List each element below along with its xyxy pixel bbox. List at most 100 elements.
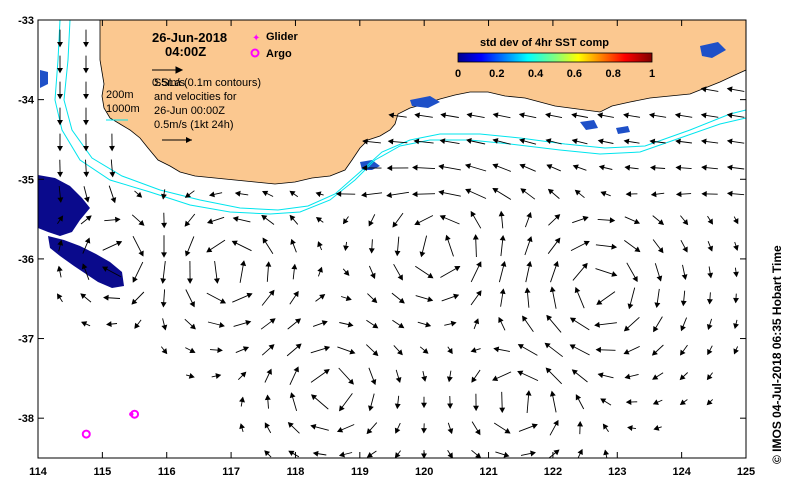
velocity-arrow-head bbox=[398, 297, 405, 304]
velocity-arrow-head bbox=[453, 293, 460, 300]
y-tick-label: -38 bbox=[18, 413, 34, 425]
velocity-arrow-head bbox=[706, 323, 713, 330]
velocity-arrow-head bbox=[57, 197, 64, 203]
contour-note-line1: SSLa (0.1m contours) bbox=[154, 77, 261, 89]
velocity-arrow-head bbox=[323, 369, 330, 375]
velocity-arrow-head bbox=[102, 266, 109, 272]
velocity-arrow-head bbox=[343, 245, 349, 252]
velocity-arrow-head bbox=[136, 191, 143, 198]
velocity-arrow-head bbox=[679, 399, 686, 406]
velocity-arrow-head bbox=[268, 344, 275, 350]
y-tick-label: -37 bbox=[18, 334, 34, 346]
velocity-arrow-head bbox=[648, 112, 655, 119]
velocity-arrow-head bbox=[545, 138, 552, 144]
velocity-arrow-head bbox=[575, 394, 582, 401]
velocity-arrow-head bbox=[632, 275, 638, 283]
velocity-arrow-head bbox=[421, 402, 427, 409]
velocity-arrow-head bbox=[492, 112, 499, 119]
velocity-arrow-head bbox=[208, 191, 215, 198]
y-tick-label: -35 bbox=[18, 174, 34, 186]
velocity-arrow-head bbox=[554, 214, 561, 220]
x-tick-label: 122 bbox=[544, 466, 562, 478]
velocity-arrow-head bbox=[624, 373, 631, 380]
velocity-arrow-head bbox=[264, 394, 271, 401]
velocity-arrow-head bbox=[131, 298, 138, 305]
velocity-arrow-head bbox=[475, 452, 482, 458]
velocity-arrow-head bbox=[701, 190, 707, 197]
velocity-arrow-head bbox=[213, 278, 220, 284]
velocity-arrow-head bbox=[571, 112, 577, 119]
velocity-arrow-head bbox=[471, 376, 477, 383]
velocity-arrow-head bbox=[81, 321, 88, 327]
argo-float-marker[interactable] bbox=[81, 429, 91, 439]
velocity-arrow-head bbox=[492, 138, 499, 144]
velocity-arrow-head bbox=[412, 164, 418, 171]
velocity-arrow-head bbox=[394, 452, 401, 458]
velocity-arrow-head bbox=[370, 379, 377, 386]
glider-marker[interactable] bbox=[129, 412, 134, 417]
velocity-arrow-head bbox=[294, 318, 302, 325]
contour-note-line2: and velocities for bbox=[154, 91, 237, 103]
velocity-arrow-head bbox=[571, 138, 578, 145]
velocity-arrow-head bbox=[700, 112, 707, 119]
velocity-arrow-head bbox=[653, 425, 660, 431]
velocity-arrow-head bbox=[290, 238, 296, 245]
glider-marker-icon: ✦ bbox=[252, 33, 260, 44]
velocity-arrow-head bbox=[161, 252, 167, 258]
velocity-arrow-head bbox=[398, 322, 405, 329]
velocity-arrow-head bbox=[288, 450, 295, 456]
velocity-arrow-head bbox=[682, 219, 689, 226]
colorbar-title: std dev of 4hr SST comp bbox=[480, 37, 609, 49]
velocity-arrow-head bbox=[596, 299, 603, 305]
velocity-arrow-head bbox=[371, 297, 378, 304]
velocity-arrow-head bbox=[600, 191, 607, 197]
velocity-arrow-head bbox=[675, 164, 682, 171]
velocity-arrow-head bbox=[450, 320, 457, 327]
velocity-arrow-head bbox=[83, 171, 90, 178]
velocity-arrow-head bbox=[265, 261, 272, 267]
velocity-arrow-head bbox=[470, 347, 477, 353]
velocity-arrow-head bbox=[317, 241, 323, 248]
velocity-arrow-head bbox=[681, 274, 688, 281]
velocity-arrow-head bbox=[240, 260, 247, 267]
velocity-arrow-head bbox=[656, 275, 663, 282]
velocity-arrow-head bbox=[611, 243, 618, 250]
velocity-arrow-head bbox=[215, 373, 222, 379]
velocity-arrow-head bbox=[57, 119, 63, 126]
velocity-arrow-head bbox=[348, 378, 354, 385]
velocity-arrow-head bbox=[189, 347, 196, 353]
velocity-arrow-head bbox=[57, 145, 63, 152]
velocity-arrow-head bbox=[184, 220, 191, 227]
contour-note-line3: 26-Jun 00:00Z bbox=[154, 105, 225, 117]
velocity-arrow-head bbox=[161, 348, 168, 355]
colorbar-tick-label: 0.2 bbox=[489, 68, 504, 80]
x-axis: 114 115 116 117 118 119 120 121 122 123 124 125 bbox=[29, 20, 755, 478]
velocity-arrow-head bbox=[522, 315, 528, 322]
argo-label: Argo bbox=[266, 48, 292, 60]
velocity-arrow-head bbox=[554, 237, 561, 244]
velocity-arrow-head bbox=[707, 272, 714, 279]
velocity-arrow-head bbox=[475, 429, 481, 436]
velocity-arrow-head bbox=[132, 276, 138, 283]
bathy-200-label: 200m bbox=[106, 89, 134, 101]
x-tick-label: 125 bbox=[737, 466, 755, 478]
velocity-arrow-head bbox=[368, 405, 374, 412]
velocity-arrow-head bbox=[370, 272, 376, 279]
velocity-arrow-head bbox=[525, 390, 532, 396]
velocity-arrow-head bbox=[553, 449, 560, 456]
velocity-arrow-head bbox=[499, 407, 506, 414]
velocity-arrow-head bbox=[465, 138, 472, 144]
velocity-arrow-head bbox=[438, 163, 445, 170]
velocity-arrow-head bbox=[368, 248, 375, 254]
velocity-arrow-head bbox=[582, 215, 589, 222]
colorbar-tick-label: 0.4 bbox=[528, 68, 544, 80]
velocity-arrow-head bbox=[427, 272, 434, 279]
velocity-arrow-head bbox=[134, 322, 140, 329]
velocity-arrow-head bbox=[498, 210, 505, 217]
velocity-arrow-head bbox=[425, 321, 432, 328]
velocity-arrow-head bbox=[80, 293, 87, 299]
velocity-arrow-head bbox=[219, 298, 227, 304]
velocity-arrow-head bbox=[465, 163, 472, 170]
velocity-arrow-head bbox=[287, 422, 294, 428]
velocity-arrow-head bbox=[289, 392, 296, 399]
